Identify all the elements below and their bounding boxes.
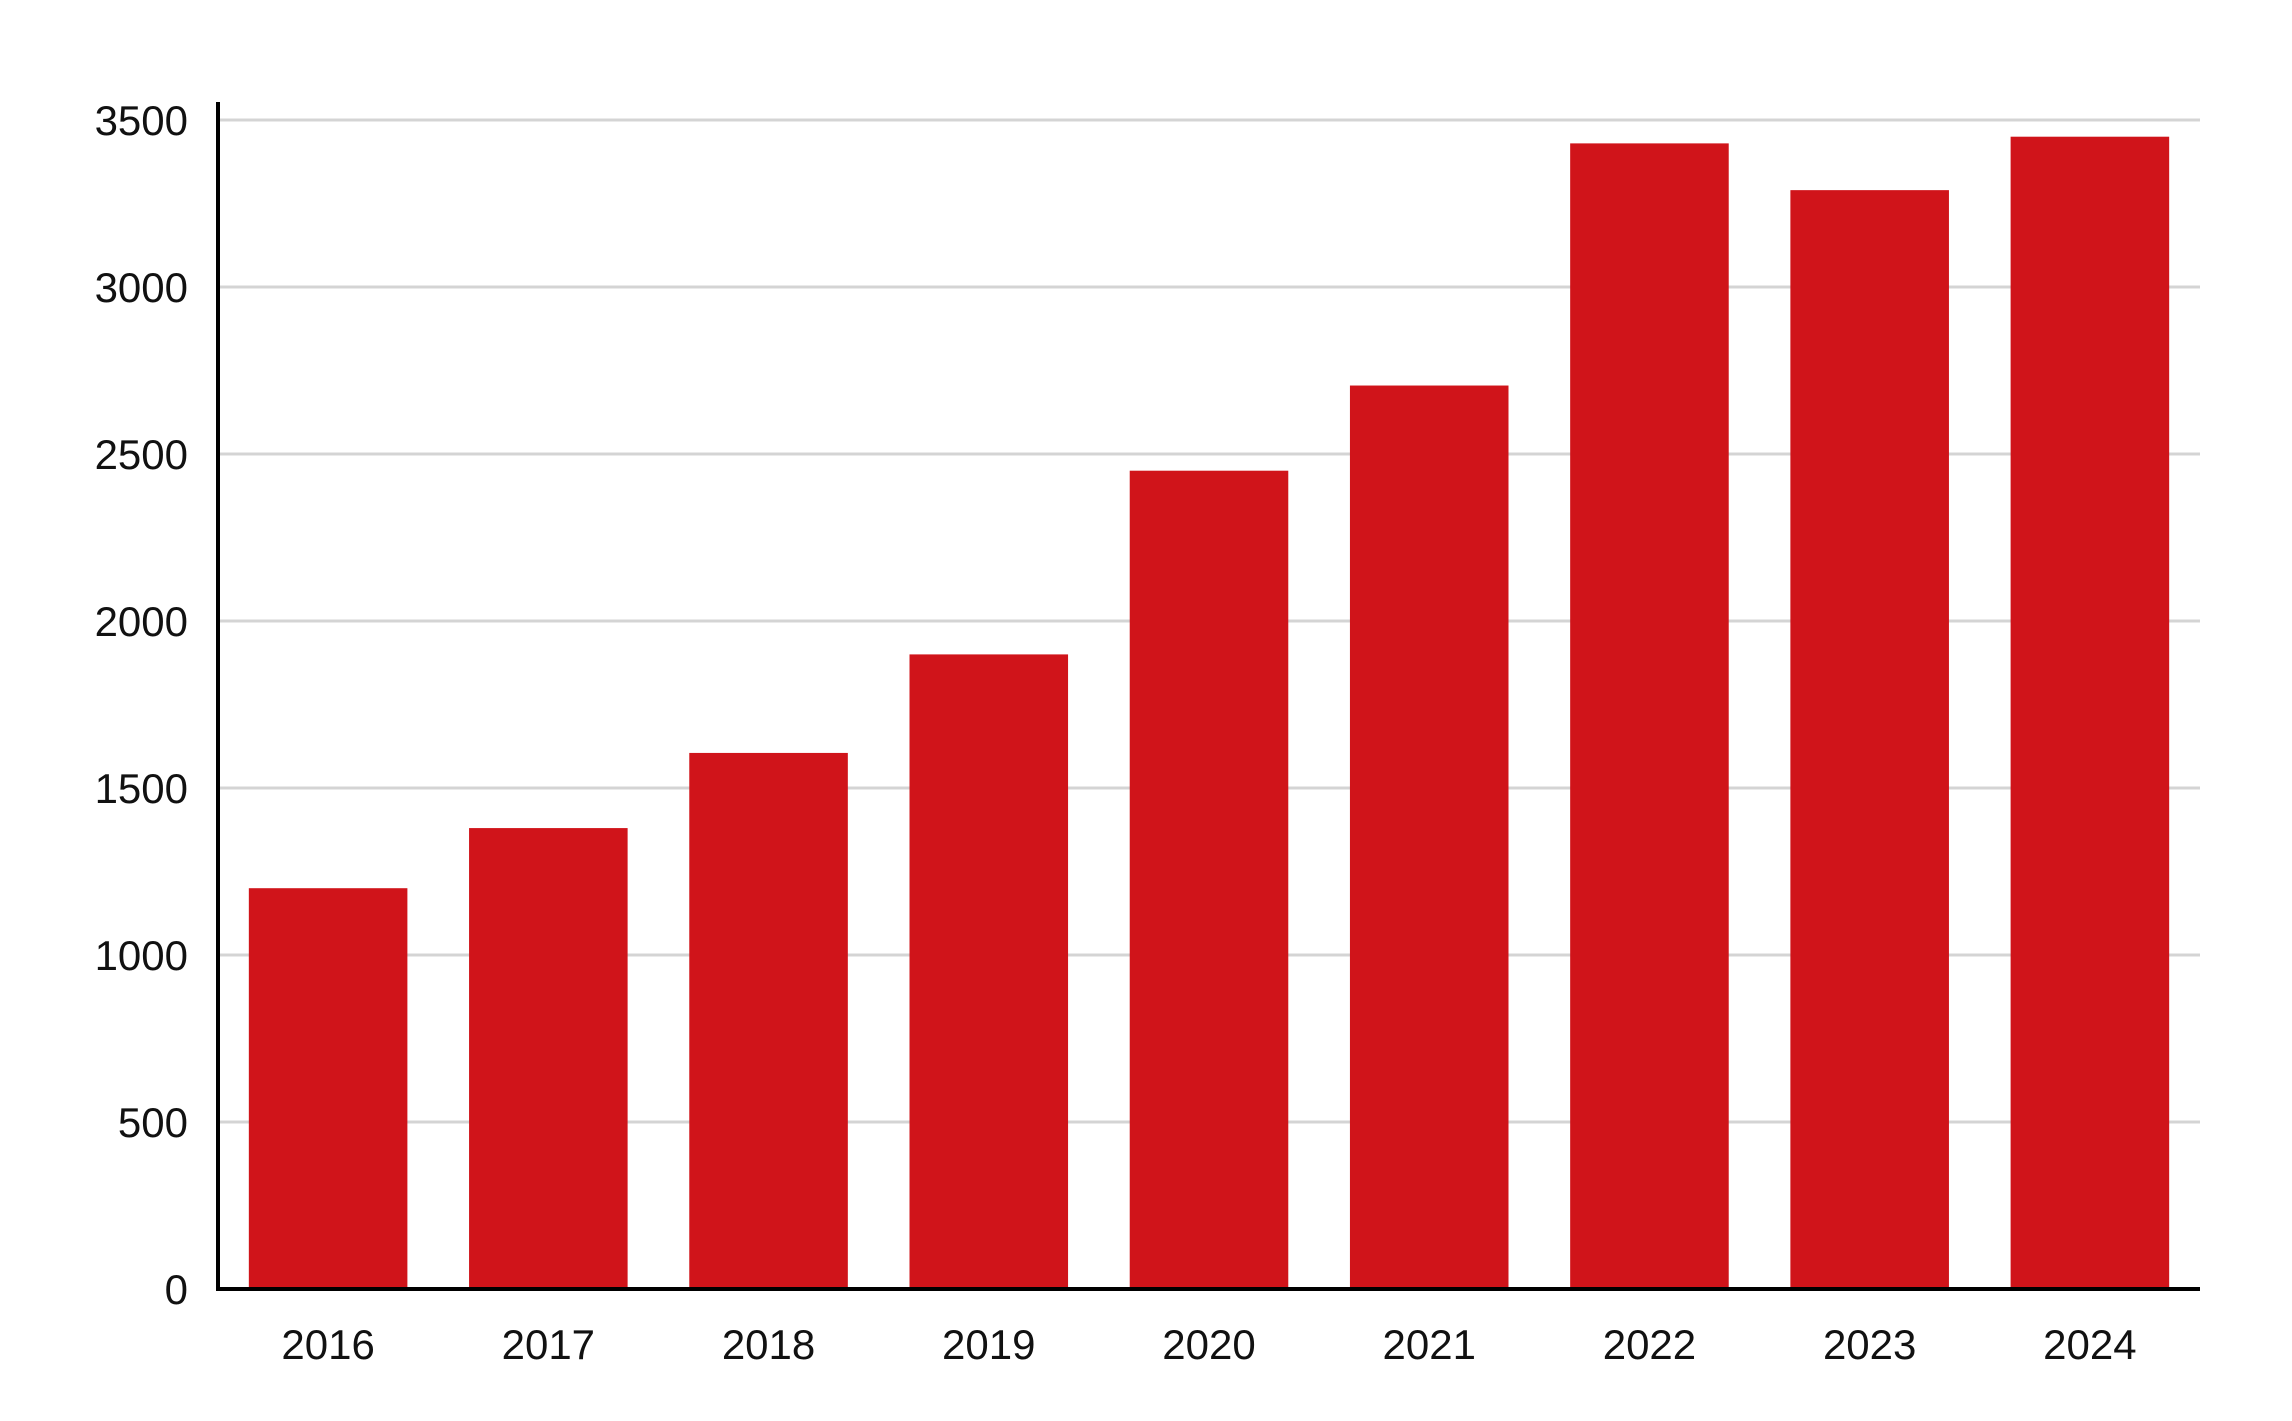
- x-tick-label: 2018: [722, 1321, 815, 1368]
- bar-2022: [1570, 143, 1729, 1289]
- bar-2021: [1349, 385, 1509, 1289]
- bar-2016: [248, 888, 408, 1289]
- y-tick-label: 3000: [95, 264, 188, 311]
- bars: [248, 136, 2170, 1290]
- y-tick-label: 2000: [95, 598, 188, 645]
- axes: [216, 102, 2200, 1291]
- x-tick-label: 2021: [1383, 1321, 1476, 1368]
- y-tick-label: 500: [118, 1099, 188, 1146]
- x-tick-label: 2024: [2043, 1321, 2136, 1368]
- y-tick-label: 1000: [95, 932, 188, 979]
- y-tick-label: 2500: [95, 431, 188, 478]
- x-tick-label: 2019: [942, 1321, 1035, 1368]
- y-tick-label: 3500: [95, 97, 188, 144]
- y-tick-label: 0: [165, 1266, 188, 1313]
- y-axis-tick-labels: 0 500 1000 1500 2000 2500 3000 3500: [95, 97, 188, 1313]
- bar-2023: [1790, 190, 1949, 1289]
- bar-2024: [2010, 136, 2170, 1290]
- x-tick-label: 2017: [502, 1321, 595, 1368]
- x-tick-label: 2022: [1603, 1321, 1696, 1368]
- bar-2019: [909, 654, 1069, 1289]
- bar-2018: [689, 752, 848, 1289]
- bar-2020: [1129, 470, 1289, 1289]
- y-tick-label: 1500: [95, 765, 188, 812]
- x-tick-label: 2023: [1823, 1321, 1916, 1368]
- x-axis-tick-labels: 2016 2017 2018 2019 2020 2021 2022 2023 2024: [281, 1321, 2136, 1368]
- x-tick-label: 2020: [1162, 1321, 1255, 1368]
- x-tick-label: 2016: [281, 1321, 374, 1368]
- bar-2017: [469, 828, 628, 1289]
